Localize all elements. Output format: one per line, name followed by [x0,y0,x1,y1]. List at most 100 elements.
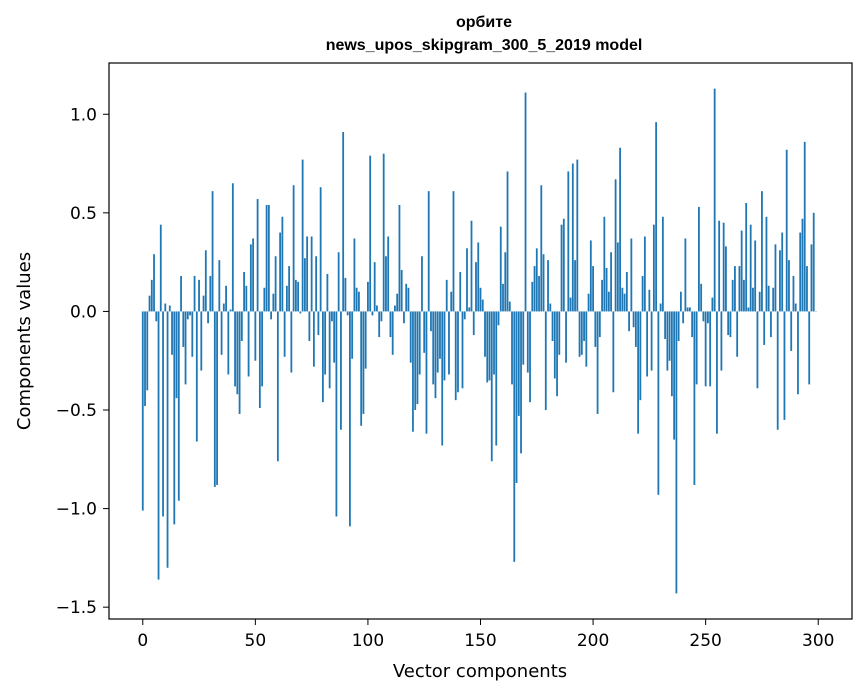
bar-61 [279,232,282,312]
bar-45 [243,271,245,312]
bar-215 [625,271,628,312]
x-tick-label: 200 [577,631,609,651]
bar-6 [155,311,158,322]
bar-158 [497,311,500,326]
bar-151 [481,299,484,312]
bar-85 [333,311,336,363]
bar-218 [632,311,635,328]
bar-82 [326,273,329,312]
bar-232 [664,311,667,340]
bar-59 [274,256,277,312]
bar-168 [520,311,522,454]
bar-147 [472,311,475,336]
bar-150 [479,287,482,312]
bar-131 [436,311,439,373]
bar-211 [616,242,619,312]
bar-111 [391,311,394,355]
bar-17 [180,275,182,312]
bar-33 [216,311,218,485]
bar-274 [758,291,761,312]
bar-123 [418,311,421,375]
bar-126 [425,311,428,434]
bar-231 [661,216,664,312]
bar-248 [700,283,703,312]
bar-120 [412,311,414,432]
bar-223 [643,236,646,312]
bar-35 [220,311,223,355]
bar-92 [349,311,351,527]
bar-106 [380,311,383,322]
bar-71 [301,159,304,312]
bar-74 [308,311,311,341]
bar-229 [657,311,660,495]
bar-96 [358,291,360,312]
bar-217 [630,238,633,312]
bar-9 [162,311,164,517]
bar-238 [677,311,680,341]
bar-193 [576,159,579,312]
bar-102 [371,311,374,316]
bar-157 [495,311,498,446]
bar-29 [207,311,209,324]
bar-176 [538,275,540,312]
bar-70 [299,311,302,314]
bar-219 [634,311,637,347]
bar-93 [351,311,354,359]
bar-91 [346,311,349,316]
bar-200 [592,266,594,312]
bar-250 [704,311,707,387]
bar-146 [470,220,473,312]
bar-21 [189,311,191,316]
bar-295 [806,266,808,312]
bar-68 [294,279,297,312]
bar-221 [639,311,642,401]
bar-89 [342,132,345,312]
bar-125 [423,311,426,353]
bar-284 [781,232,784,312]
bar-286 [785,149,788,312]
bar-14 [173,311,176,525]
bar-77 [315,256,318,312]
bar-84 [331,311,333,322]
bar-44 [240,311,243,341]
bar-41 [234,311,236,387]
bar-289 [792,275,795,312]
bar-269 [747,307,750,312]
bar-249 [702,311,705,322]
bar-230 [659,303,662,312]
bar-67 [292,185,295,312]
bar-166 [515,311,518,483]
x-tick-label: 150 [464,631,496,651]
bar-251 [707,311,709,324]
bar-240 [682,311,685,324]
bar-167 [517,311,520,416]
bar-100 [367,281,369,312]
bar-164 [511,311,513,385]
bar-38 [227,311,230,375]
bar-180 [547,260,549,312]
x-tick-label: 100 [352,631,384,651]
bar-101 [369,155,372,312]
bar-10 [164,303,167,312]
bar-225 [648,289,651,312]
bar-187 [562,218,565,312]
bar-224 [646,311,649,377]
chart-title-line-2: news_upos_skipgram_300_5_2019 model [326,37,643,54]
bar-252 [709,311,712,387]
bar-94 [353,238,356,312]
bar-287 [788,260,790,312]
bar-206 [605,268,608,312]
bar-127 [427,191,430,312]
bar-204 [601,279,603,312]
x-tick-label: 250 [689,631,721,651]
bar-239 [679,291,682,312]
bar-95 [355,287,358,312]
bar-183 [553,311,556,379]
bar-227 [652,224,655,312]
bar-53 [261,311,263,387]
bar-268 [745,202,748,312]
bar-132 [439,311,441,359]
bar-177 [540,185,543,312]
bar-18 [182,311,185,347]
